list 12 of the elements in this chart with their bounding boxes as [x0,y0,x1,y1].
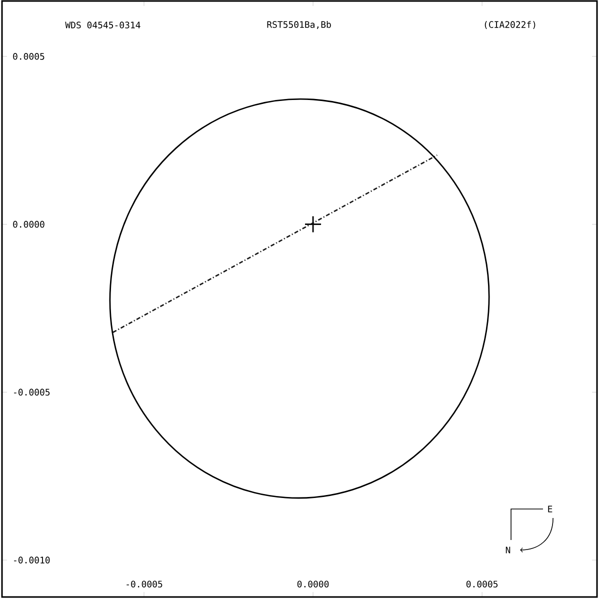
text: WDS 04545-0314 [65,22,140,28]
y-tick-label: 0.0000 [13,220,44,228]
x-tick-label: 0.0000 [297,580,329,588]
y-tick-label: 0.0005 [13,53,44,60]
annotation: N [506,546,510,554]
x-tick-label: 0.0005 [466,580,498,588]
x-tick-label: -0.0005 [126,580,162,588]
y-tick-label: -0.0005 [14,388,50,396]
annotation: E [548,506,552,512]
y-tick-label: -0.0010 [14,556,50,564]
annotation: (CIA2022f) [484,21,536,30]
text: RST5501Ba,Bb [267,20,331,30]
